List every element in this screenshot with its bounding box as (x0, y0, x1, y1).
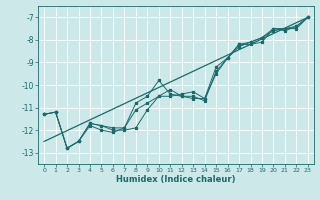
X-axis label: Humidex (Indice chaleur): Humidex (Indice chaleur) (116, 175, 236, 184)
